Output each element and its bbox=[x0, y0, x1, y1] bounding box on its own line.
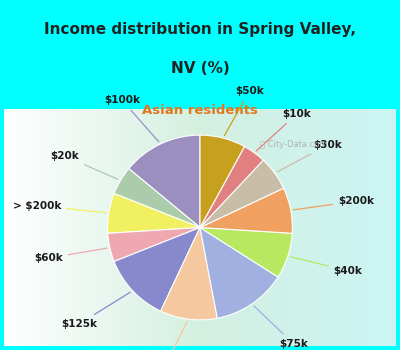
Wedge shape bbox=[200, 188, 292, 233]
Text: $40k: $40k bbox=[290, 257, 362, 276]
Text: $20k: $20k bbox=[50, 151, 118, 179]
Text: Income distribution in Spring Valley,: Income distribution in Spring Valley, bbox=[44, 22, 356, 37]
Text: $75k: $75k bbox=[254, 306, 308, 349]
Text: NV (%): NV (%) bbox=[171, 61, 229, 76]
Text: Ⓢ City-Data.com: Ⓢ City-Data.com bbox=[260, 140, 328, 149]
Wedge shape bbox=[200, 135, 244, 228]
Text: $50k: $50k bbox=[224, 86, 264, 135]
Wedge shape bbox=[161, 228, 217, 320]
Wedge shape bbox=[108, 228, 200, 261]
Wedge shape bbox=[200, 228, 292, 277]
Wedge shape bbox=[114, 169, 200, 228]
Text: Asian residents: Asian residents bbox=[142, 104, 258, 117]
Wedge shape bbox=[114, 228, 200, 311]
Wedge shape bbox=[129, 135, 200, 228]
Wedge shape bbox=[200, 160, 284, 228]
Wedge shape bbox=[108, 194, 200, 233]
Text: > $200k: > $200k bbox=[13, 201, 106, 213]
Text: $100k: $100k bbox=[104, 96, 159, 142]
Text: $125k: $125k bbox=[62, 292, 130, 329]
Text: $10k: $10k bbox=[256, 109, 311, 151]
Text: $30k: $30k bbox=[277, 140, 342, 172]
Wedge shape bbox=[200, 147, 263, 228]
Text: $60k: $60k bbox=[34, 248, 107, 263]
Text: $150k: $150k bbox=[146, 322, 187, 350]
Text: $200k: $200k bbox=[294, 196, 374, 210]
Wedge shape bbox=[200, 228, 278, 318]
